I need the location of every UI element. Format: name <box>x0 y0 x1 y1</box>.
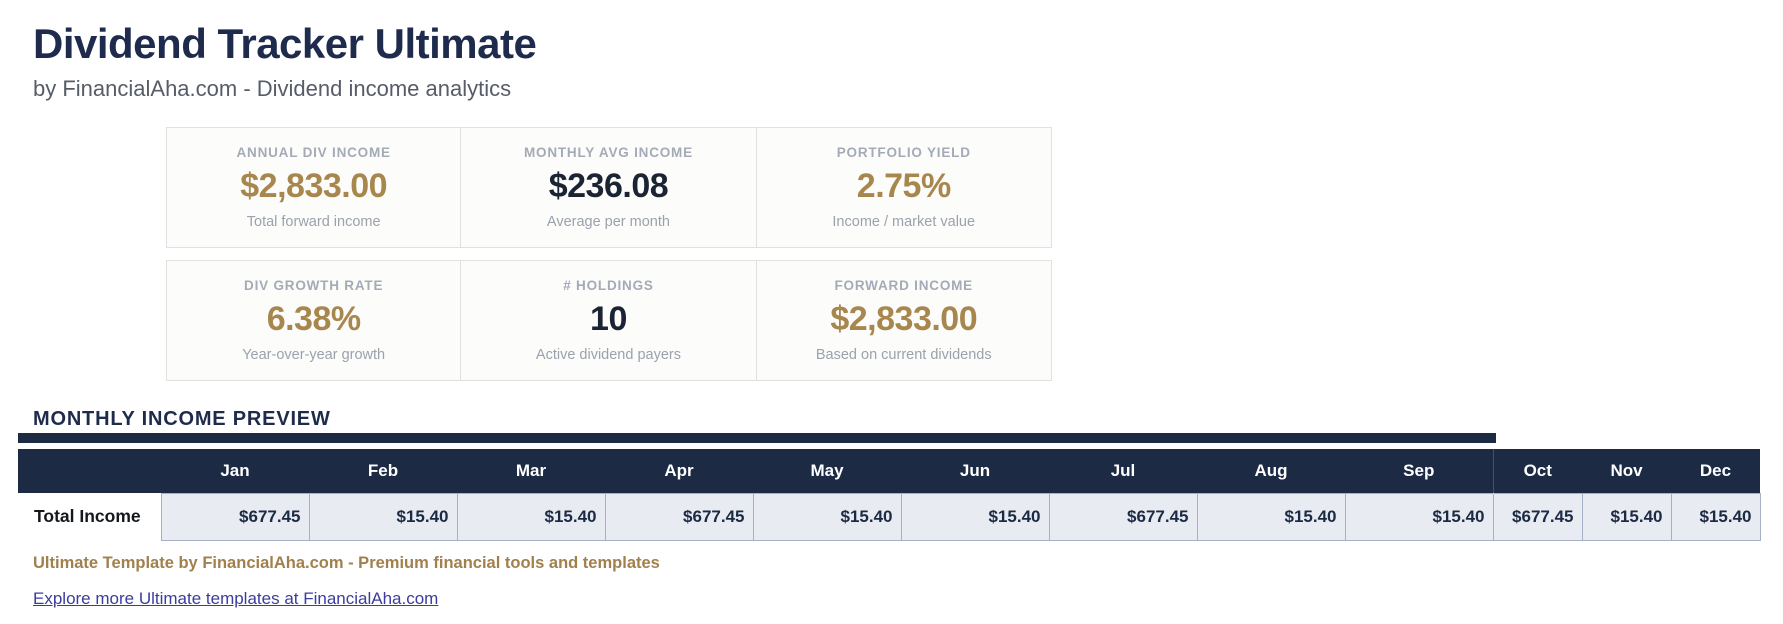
page-subtitle: by FinancialAha.com - Dividend income an… <box>33 76 512 101</box>
stat-card-annual-div-income: ANNUAL DIV INCOME $2,833.00 Total forwar… <box>166 127 462 248</box>
total-income-jul: $677.45 <box>1048 492 1198 541</box>
stat-card-label: FORWARD INCOME <box>834 278 973 293</box>
total-income-feb: $15.40 <box>308 492 458 541</box>
stat-card-div-growth-rate: DIV GROWTH RATE 6.38% Year-over-year gro… <box>166 260 462 381</box>
month-header-jun: Jun <box>901 449 1049 493</box>
stat-card-value: $236.08 <box>548 167 669 205</box>
month-header-sep: Sep <box>1345 449 1493 493</box>
total-income-oct: $677.45 <box>1492 492 1583 541</box>
template-tagline: Ultimate Template by FinancialAha.com - … <box>33 554 660 572</box>
total-income-sep: $15.40 <box>1344 492 1494 541</box>
stat-cards-row-2: DIV GROWTH RATE 6.38% Year-over-year gro… <box>166 260 1052 381</box>
monthly-income-preview-heading: MONTHLY INCOME PREVIEW <box>33 408 331 430</box>
stat-card-forward-income: FORWARD INCOME $2,833.00 Based on curren… <box>756 260 1052 381</box>
stat-card-value: 6.38% <box>266 300 361 338</box>
stat-card-holdings: # HOLDINGS 10 Active dividend payers <box>461 260 757 381</box>
stat-card-sublabel: Total forward income <box>246 214 381 230</box>
stat-cards-row-1: ANNUAL DIV INCOME $2,833.00 Total forwar… <box>166 127 1052 248</box>
monthly-income-table: Jan Feb Mar Apr May Jun Jul Aug Sep Oct … <box>18 449 1761 541</box>
stat-card-portfolio-yield: PORTFOLIO YIELD 2.75% Income / market va… <box>756 127 1052 248</box>
stat-card-label: ANNUAL DIV INCOME <box>236 145 391 160</box>
stat-card-value: $2,833.00 <box>830 300 978 338</box>
stat-cards-grid: ANNUAL DIV INCOME $2,833.00 Total forwar… <box>166 127 1052 393</box>
month-header-dec: Dec <box>1671 449 1760 493</box>
stat-card-sublabel: Average per month <box>546 214 670 230</box>
stat-card-label: PORTFOLIO YIELD <box>836 145 971 160</box>
month-header-oct: Oct <box>1492 449 1582 493</box>
total-income-jun: $15.40 <box>900 492 1050 541</box>
month-header-jul: Jul <box>1049 449 1197 493</box>
month-header-feb: Feb <box>309 449 457 493</box>
explore-templates-link[interactable]: Explore more Ultimate templates at Finan… <box>33 589 439 608</box>
page-title: Dividend Tracker Ultimate <box>33 20 537 67</box>
total-income-dec: $15.40 <box>1670 492 1761 541</box>
total-income-nov: $15.40 <box>1581 492 1672 541</box>
stat-card-sublabel: Active dividend payers <box>535 347 681 363</box>
month-header-nov: Nov <box>1582 449 1671 493</box>
total-income-aug: $15.40 <box>1196 492 1346 541</box>
table-freeze-pane-bar <box>18 433 1496 443</box>
stat-card-label: # HOLDINGS <box>563 278 654 293</box>
total-income-jan: $677.45 <box>160 492 310 541</box>
total-income-apr: $677.45 <box>604 492 754 541</box>
month-header-jan: Jan <box>161 449 309 493</box>
table-corner-cell <box>18 449 161 493</box>
stat-card-label: DIV GROWTH RATE <box>244 278 384 293</box>
stat-card-value: 10 <box>590 300 627 338</box>
total-income-may: $15.40 <box>752 492 902 541</box>
month-header-mar: Mar <box>457 449 605 493</box>
stat-card-monthly-avg-income: MONTHLY AVG INCOME $236.08 Average per m… <box>461 127 757 248</box>
month-header-aug: Aug <box>1197 449 1345 493</box>
stat-card-value: $2,833.00 <box>240 167 388 205</box>
stat-card-label: MONTHLY AVG INCOME <box>523 145 693 160</box>
total-income-row-label: Total Income <box>18 493 161 540</box>
month-header-may: May <box>753 449 901 493</box>
stat-card-sublabel: Year-over-year growth <box>242 347 386 363</box>
table-header-row: Jan Feb Mar Apr May Jun Jul Aug Sep Oct … <box>18 449 1760 493</box>
stat-card-sublabel: Based on current dividends <box>815 347 992 363</box>
total-income-row: Total Income $677.45 $15.40 $15.40 $677.… <box>18 492 1761 541</box>
total-income-mar: $15.40 <box>456 492 606 541</box>
stat-card-sublabel: Income / market value <box>832 214 976 230</box>
stat-card-value: 2.75% <box>856 167 951 205</box>
month-header-apr: Apr <box>605 449 753 493</box>
